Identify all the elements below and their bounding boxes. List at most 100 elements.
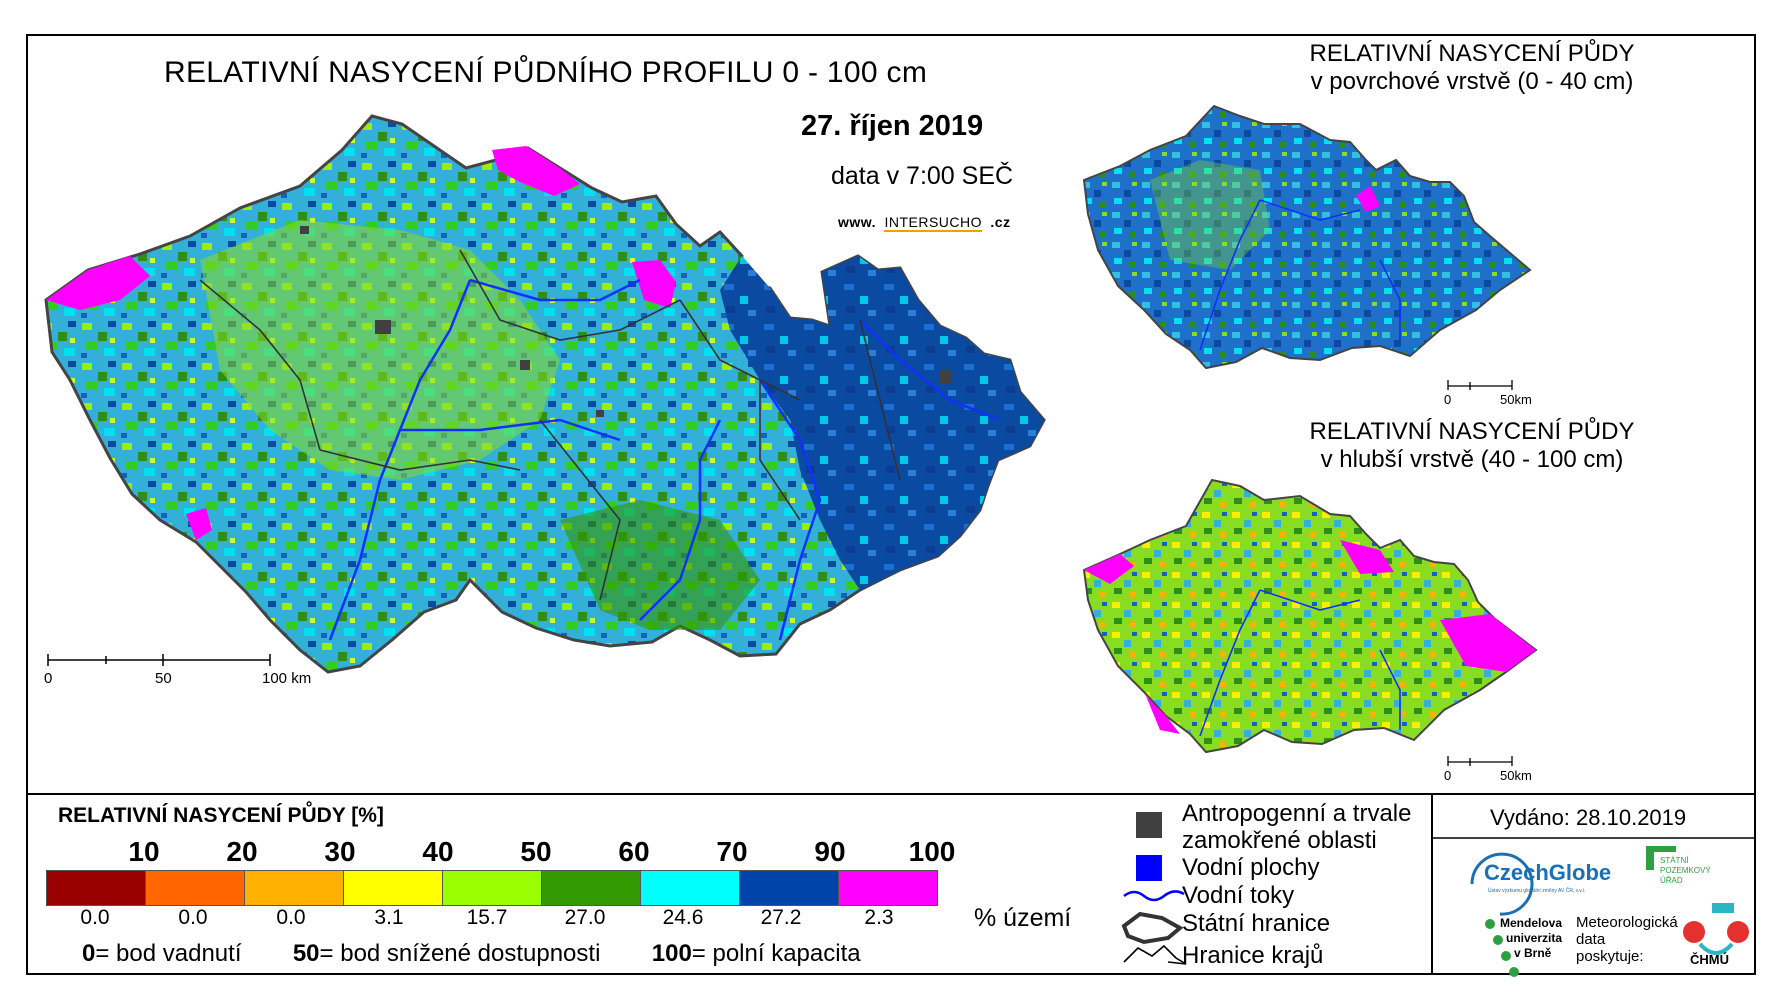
inset-bottom-title-line1: RELATIVNÍ NASYCENÍ PŮDY bbox=[1309, 418, 1635, 445]
spu-logo-mark bbox=[1646, 846, 1676, 870]
meteo-note-line1: Meteorologická bbox=[1576, 914, 1678, 931]
inset-bottom-map bbox=[1082, 478, 1538, 766]
main-map-saturated-north bbox=[492, 146, 580, 196]
main-map-anthropogenic-areas bbox=[300, 226, 952, 417]
chmu-logo-wave bbox=[1698, 942, 1734, 955]
chmu-logo-text: ČHMÚ bbox=[1690, 952, 1729, 967]
main-map-saturated-krkonose bbox=[632, 260, 676, 308]
mendel-logo-line2: univerzita bbox=[1506, 931, 1563, 945]
legend-title: RELATIVNÍ NASYCENÍ PŮDY [%] bbox=[58, 804, 384, 827]
inset-top-green-zone bbox=[1150, 160, 1270, 270]
inset-top-saturated-spot bbox=[1356, 186, 1380, 212]
legend-class-swatch bbox=[839, 871, 937, 905]
footnote-value-100: 100 bbox=[651, 940, 692, 967]
legend-class-swatch bbox=[146, 871, 245, 905]
legend-percentages: 0.0 0.0 0.0 3.1 15.7 27.0 24.6 27.2 2.3 bbox=[0, 906, 1000, 932]
main-map-southmoravia-green-zone bbox=[560, 500, 760, 630]
inset-bottom-scale-label-50: 50km bbox=[1500, 768, 1532, 783]
footnote-text-50: = bod snížené dostupnosti bbox=[319, 940, 601, 967]
footnote-value-50: 50 bbox=[292, 940, 320, 967]
inset-top-title-line1: RELATIVNÍ NASYCENÍ PŮDY bbox=[1309, 40, 1635, 67]
main-scale-label-0: 0 bbox=[44, 670, 53, 687]
key-anthropogenic-line1: Antropogenní a trvale bbox=[1182, 800, 1412, 827]
legend-unit-label: % území bbox=[974, 904, 1072, 932]
legend-tick-label: 100 bbox=[908, 836, 956, 867]
legend-class-percent: 15.7 bbox=[466, 906, 508, 929]
inset-bottom-country-fill bbox=[1082, 478, 1538, 754]
inset-bottom-saturated-east bbox=[1440, 614, 1536, 672]
main-map-rivers bbox=[328, 278, 1001, 641]
czechglobe-logo-ring bbox=[1470, 852, 1534, 916]
meteo-note-line3: poskytuje: bbox=[1576, 948, 1644, 965]
inset-bottom-rivers bbox=[1199, 589, 1401, 737]
legend-class-swatch bbox=[641, 871, 740, 905]
legend-tick-label: 10 bbox=[128, 836, 160, 867]
mendel-logo-dots bbox=[1485, 919, 1519, 977]
legend-class-percent: 2.3 bbox=[864, 906, 894, 929]
inset-top-country-fill bbox=[1082, 104, 1532, 370]
main-scale-bar bbox=[47, 654, 271, 666]
legend-class-percent: 24.6 bbox=[662, 906, 704, 929]
meteo-note: Meteorologická data poskytuje: bbox=[1576, 914, 1678, 965]
anthropogenic-swatch bbox=[1136, 812, 1162, 838]
legend-class-swatch bbox=[47, 871, 146, 905]
main-map-title: RELATIVNÍ NASYCENÍ PŮDNÍHO PROFILU 0 - 1… bbox=[164, 56, 928, 89]
main-map-central-green-zone bbox=[200, 220, 560, 480]
main-map-time-note: data v 7:00 SEČ bbox=[831, 162, 1014, 190]
legend-class-percent: 3.1 bbox=[374, 906, 404, 929]
chmu-logo-circle-right bbox=[1727, 921, 1749, 943]
inset-top-rivers bbox=[1199, 199, 1401, 351]
region-border-symbol bbox=[1123, 944, 1187, 965]
inset-top-scale-label-50: 50km bbox=[1500, 392, 1532, 407]
main-map-region-borders bbox=[199, 249, 901, 601]
legend-class-percent: 27.2 bbox=[760, 906, 802, 929]
website-link[interactable]: www. INTERSUCHO .cz bbox=[838, 214, 1011, 232]
mendel-logo-text: Mendelova univerzita v Brně bbox=[1500, 916, 1562, 961]
inset-bottom-saturated-nw bbox=[1084, 554, 1134, 584]
spu-logo-line1: STÁTNÍ bbox=[1660, 856, 1689, 865]
website-name: INTERSUCHO bbox=[884, 214, 982, 232]
state-border-symbol bbox=[1121, 911, 1184, 945]
chmu-logo-circle-left bbox=[1683, 921, 1705, 943]
legend-class-swatch bbox=[740, 871, 839, 905]
legend-class-percent: 0.0 bbox=[276, 906, 306, 929]
legend-ticks: 10 20 30 40 50 60 70 90 100 bbox=[0, 836, 1000, 870]
logo-graphics bbox=[1470, 846, 1749, 977]
legend-tick-label: 20 bbox=[226, 836, 258, 867]
water-bodies-swatch bbox=[1136, 855, 1162, 881]
legend-class-percent: 27.0 bbox=[564, 906, 606, 929]
inset-bottom-saturated-north bbox=[1340, 540, 1394, 574]
main-map-east-wet-zone bbox=[720, 256, 1044, 590]
czechglobe-logo-text: CzechGlobe bbox=[1484, 860, 1612, 885]
legend-class-swatch bbox=[542, 871, 641, 905]
legend-tick-label: 90 bbox=[814, 836, 846, 867]
issued-date: Vydáno: 28.10.2019 bbox=[1490, 805, 1687, 830]
key-anthropogenic-line2: zamokřené oblasti bbox=[1182, 827, 1377, 854]
main-map bbox=[44, 114, 1046, 674]
key-rivers: Vodní toky bbox=[1182, 882, 1295, 909]
inset-top-scale-bar bbox=[1447, 380, 1513, 390]
website-prefix: www. bbox=[838, 214, 877, 230]
inset-bottom-scale-bar bbox=[1447, 756, 1513, 766]
footnote-value-0: 0 bbox=[82, 940, 96, 967]
key-anthropogenic: Antropogenní a trvale zamokřené oblasti bbox=[1182, 800, 1412, 854]
main-scale-label-50: 50 bbox=[155, 670, 172, 687]
main-scale-label-100: 100 km bbox=[262, 670, 312, 687]
rivers-symbol bbox=[1123, 890, 1185, 902]
inset-top-map bbox=[1082, 104, 1532, 390]
inset-bottom-saturated-sw bbox=[1146, 696, 1180, 734]
inset-top-title-line2: v povrchové vrstvě (0 - 40 cm) bbox=[1310, 68, 1634, 95]
legend-tick-label: 40 bbox=[422, 836, 454, 867]
website-suffix: .cz bbox=[990, 214, 1011, 230]
inset-bottom-title-line2: v hlubší vrstvě (40 - 100 cm) bbox=[1320, 446, 1624, 473]
inset-top-title: RELATIVNÍ NASYCENÍ PŮDY v povrchové vrst… bbox=[1262, 40, 1682, 96]
spu-logo-line3: ÚŘAD bbox=[1660, 876, 1683, 885]
legend-class-percent: 0.0 bbox=[80, 906, 110, 929]
legend-tick-label: 50 bbox=[520, 836, 552, 867]
key-region-border: Hranice krajů bbox=[1182, 942, 1324, 969]
legend-tick-label: 60 bbox=[618, 836, 650, 867]
main-map-saturated-nw bbox=[46, 256, 150, 310]
spu-logo-text: STÁTNÍ POZEMKOVÝ ÚŘAD bbox=[1660, 856, 1711, 886]
mendel-logo-line1: Mendelova bbox=[1500, 916, 1563, 930]
